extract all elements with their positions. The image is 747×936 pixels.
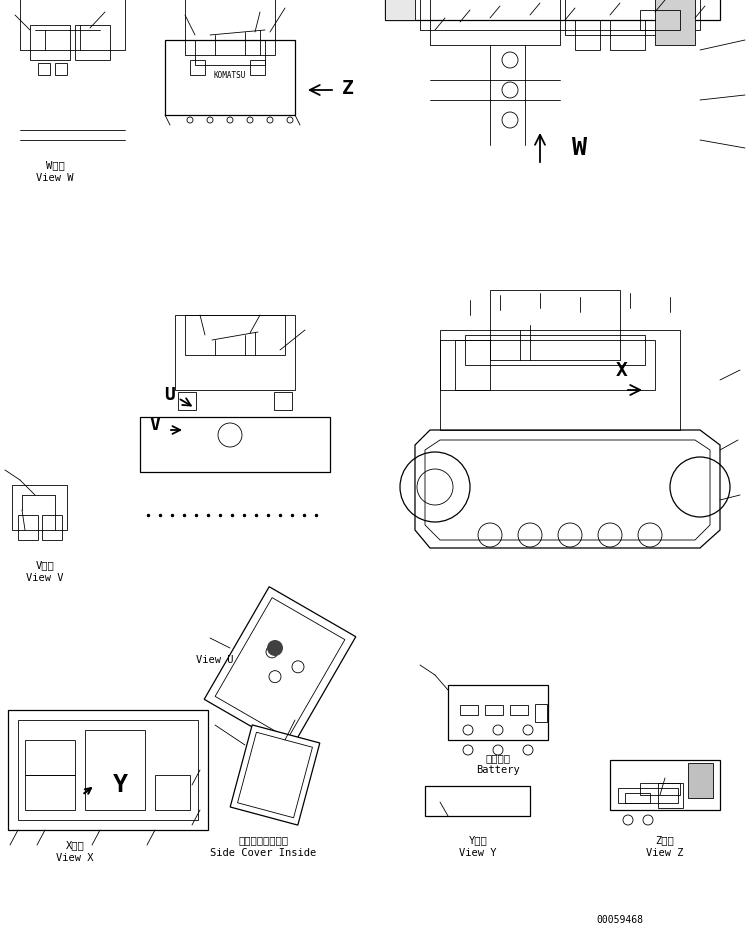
Bar <box>465 335 645 365</box>
Polygon shape <box>230 724 320 826</box>
Bar <box>175 315 295 390</box>
Bar <box>12 485 67 530</box>
Bar <box>140 417 330 472</box>
Bar <box>385 0 720 20</box>
Text: Z　視: Z 視 <box>656 835 675 845</box>
Bar <box>658 783 683 808</box>
Text: V　視: V 視 <box>36 560 55 570</box>
Bar <box>185 0 275 55</box>
Text: 00059468: 00059468 <box>597 915 643 925</box>
Bar <box>440 340 490 390</box>
Bar <box>455 340 655 390</box>
Bar <box>485 705 503 715</box>
Bar <box>190 60 205 75</box>
Bar <box>440 330 680 430</box>
Bar <box>20 0 125 50</box>
Text: バッテリ: バッテリ <box>486 753 510 763</box>
Bar <box>625 793 650 803</box>
Bar <box>250 60 265 75</box>
Circle shape <box>267 640 283 656</box>
Bar <box>38 63 50 75</box>
Bar <box>165 40 295 115</box>
Text: KOMATSU: KOMATSU <box>214 70 247 80</box>
Bar <box>535 704 547 722</box>
Bar <box>610 760 720 810</box>
Bar <box>18 720 198 820</box>
Text: U: U <box>164 386 176 404</box>
Bar <box>655 0 695 45</box>
Bar <box>75 25 110 60</box>
Bar <box>575 20 600 50</box>
Text: X　視: X 視 <box>66 840 84 850</box>
Bar <box>274 392 292 410</box>
Bar <box>25 740 75 775</box>
Text: View W: View W <box>37 173 74 183</box>
Bar <box>460 705 478 715</box>
Bar <box>18 515 38 540</box>
Bar <box>85 730 145 810</box>
Bar <box>385 0 415 20</box>
Text: View X: View X <box>56 853 94 863</box>
Bar <box>30 25 70 60</box>
Text: View Z: View Z <box>646 848 684 858</box>
Text: Z: Z <box>342 79 354 97</box>
Text: Battery: Battery <box>476 765 520 775</box>
Bar <box>425 786 530 816</box>
Bar <box>25 775 75 810</box>
Bar <box>42 515 62 540</box>
Bar <box>490 290 620 360</box>
Bar <box>195 40 265 65</box>
Bar <box>618 788 678 803</box>
Bar <box>155 775 190 810</box>
Bar <box>185 315 285 355</box>
Text: W　視: W 視 <box>46 160 64 170</box>
Bar <box>640 10 680 30</box>
Text: View V: View V <box>26 573 63 583</box>
Text: View Y: View Y <box>459 848 497 858</box>
Bar <box>8 710 208 830</box>
Text: サイドカバー内側: サイドカバー内側 <box>238 835 288 845</box>
Bar <box>420 0 700 30</box>
Text: V: V <box>149 416 161 434</box>
Bar <box>610 20 645 50</box>
Polygon shape <box>204 587 356 750</box>
Bar <box>178 392 196 410</box>
Bar <box>640 783 680 795</box>
Text: X: X <box>616 360 628 379</box>
Bar <box>510 705 528 715</box>
Text: View U: View U <box>196 655 234 665</box>
Text: Y: Y <box>113 773 128 797</box>
Bar <box>688 763 713 798</box>
Text: W: W <box>572 136 587 160</box>
Bar <box>565 0 685 35</box>
Text: Y　視: Y 視 <box>468 835 487 845</box>
Bar <box>55 63 67 75</box>
Text: Side Cover Inside: Side Cover Inside <box>210 848 316 858</box>
Bar <box>448 685 548 740</box>
Bar <box>430 0 560 45</box>
